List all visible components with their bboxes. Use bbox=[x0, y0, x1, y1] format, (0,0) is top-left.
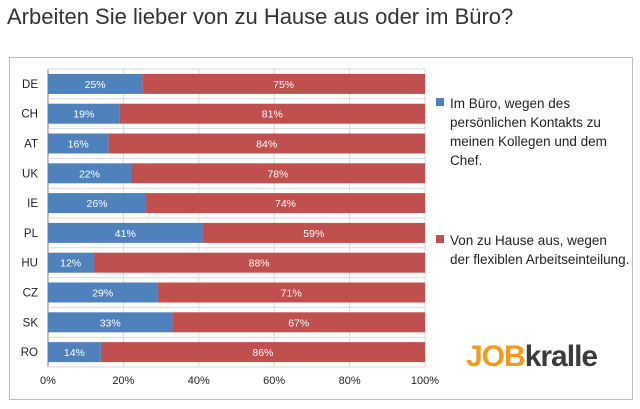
data-label: 86% bbox=[252, 347, 273, 359]
bar-segment bbox=[48, 73, 143, 94]
x-tick-label: 0% bbox=[40, 375, 56, 387]
data-label: 26% bbox=[87, 198, 108, 210]
chart-frame bbox=[9, 57, 633, 400]
data-label: 71% bbox=[281, 288, 302, 300]
bar-segment bbox=[48, 133, 109, 154]
data-label: 16% bbox=[68, 139, 89, 151]
bar-segment bbox=[48, 193, 147, 214]
data-label: 75% bbox=[273, 79, 294, 91]
legend-label-office: Im Büro, wegen des persönlichen Kontakts… bbox=[450, 96, 607, 168]
x-tick-label: 40% bbox=[188, 375, 210, 387]
legend-item-office: Im Büro, wegen des persönlichen Kontakts… bbox=[436, 94, 630, 170]
data-label: 84% bbox=[256, 139, 277, 151]
category-label: CH bbox=[21, 109, 38, 121]
bar-segment bbox=[130, 163, 425, 184]
bar-segment bbox=[48, 163, 131, 184]
category-label: CZ bbox=[23, 288, 38, 300]
category-label: IE bbox=[27, 198, 38, 210]
data-label: 19% bbox=[73, 109, 94, 121]
data-label: 67% bbox=[288, 317, 309, 329]
data-label: 88% bbox=[249, 258, 270, 270]
bar-segment bbox=[172, 312, 425, 333]
category-label: DE bbox=[22, 79, 38, 91]
bar-segment bbox=[202, 222, 425, 243]
data-label: 33% bbox=[100, 317, 121, 329]
data-label: 29% bbox=[92, 288, 113, 300]
data-label: 78% bbox=[267, 168, 288, 180]
data-label: 22% bbox=[79, 168, 100, 180]
bar-segment bbox=[93, 252, 426, 273]
category-label: PL bbox=[24, 228, 39, 240]
bar-segment bbox=[142, 73, 425, 94]
bar-segment bbox=[48, 342, 101, 363]
jobkralle-logo: JOBkralle bbox=[466, 340, 598, 373]
bar-segment bbox=[157, 282, 425, 303]
x-tick-label: 60% bbox=[263, 375, 285, 387]
category-label: HU bbox=[21, 258, 38, 270]
bar-segment bbox=[100, 342, 425, 363]
bar-segment bbox=[146, 193, 425, 214]
legend-label-home: Von zu Hause aus, wegen der flexiblen Ar… bbox=[450, 233, 630, 267]
x-tick-label: 100% bbox=[411, 375, 439, 387]
bar-segment bbox=[108, 133, 425, 154]
bar-segment bbox=[48, 222, 203, 243]
category-label: AT bbox=[24, 139, 38, 151]
category-label: UK bbox=[22, 168, 38, 180]
bar-segment bbox=[48, 312, 173, 333]
legend-swatch-office bbox=[436, 98, 444, 106]
data-label: 81% bbox=[262, 109, 283, 121]
bar-segment bbox=[48, 252, 94, 273]
bar-segment bbox=[48, 282, 158, 303]
data-label: 74% bbox=[275, 198, 296, 210]
x-tick-label: 80% bbox=[339, 375, 361, 387]
data-label: 12% bbox=[60, 258, 81, 270]
data-label: 14% bbox=[64, 347, 85, 359]
x-tick-label: 20% bbox=[112, 375, 134, 387]
data-label: 25% bbox=[85, 79, 106, 91]
bar-segment bbox=[119, 103, 425, 124]
legend-swatch-home bbox=[436, 235, 444, 243]
category-label: RO bbox=[21, 347, 38, 359]
data-label: 41% bbox=[115, 228, 136, 240]
bar-segment bbox=[48, 103, 120, 124]
category-label: SK bbox=[23, 317, 39, 329]
legend-item-home: Von zu Hause aus, wegen der flexiblen Ar… bbox=[436, 231, 630, 269]
chart-title: Arbeiten Sie lieber von zu Hause aus ode… bbox=[7, 4, 514, 29]
data-label: 59% bbox=[303, 228, 324, 240]
